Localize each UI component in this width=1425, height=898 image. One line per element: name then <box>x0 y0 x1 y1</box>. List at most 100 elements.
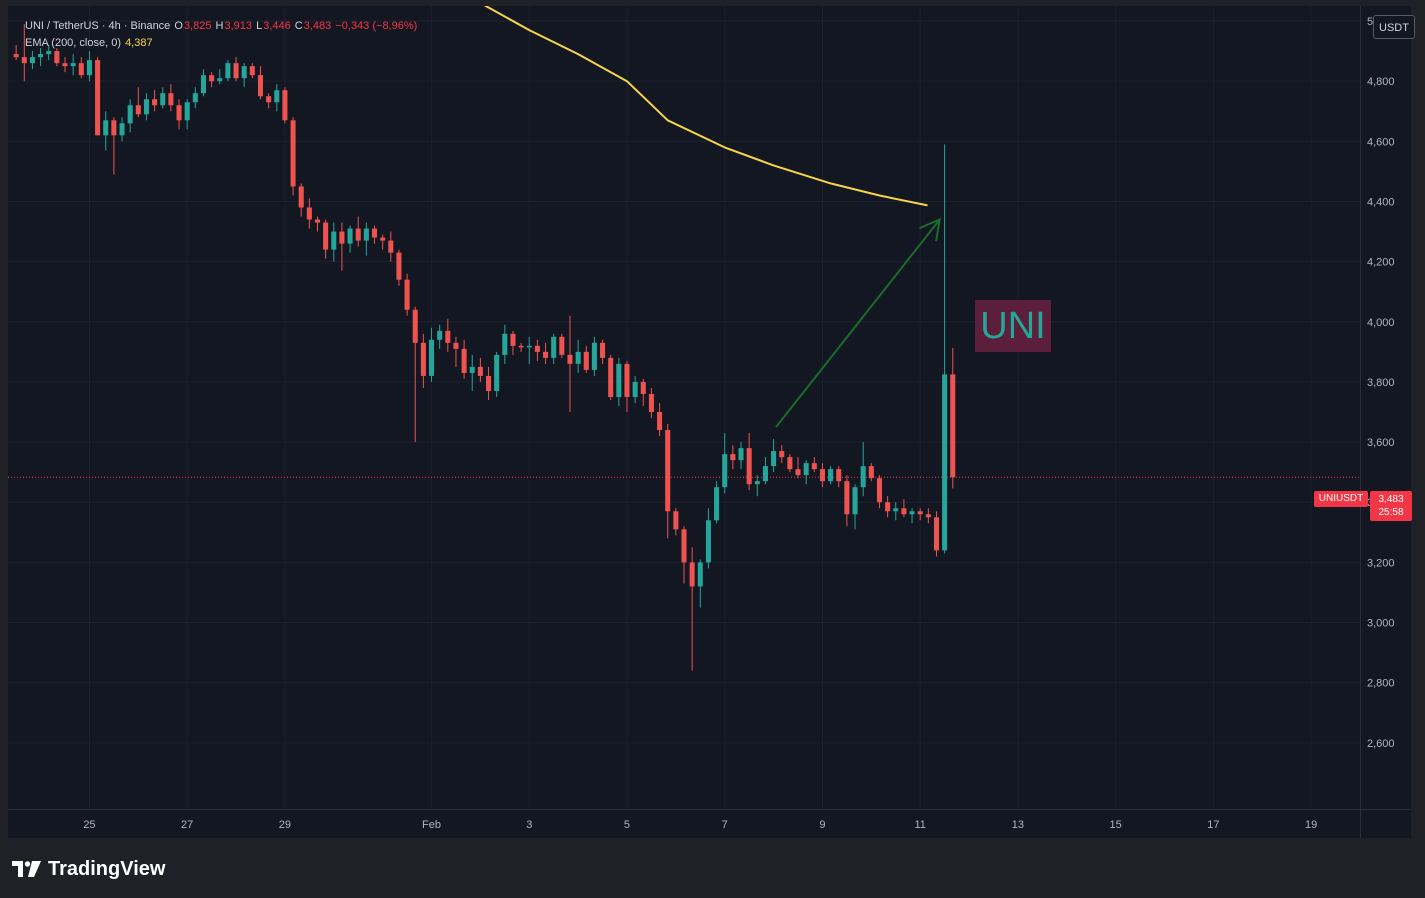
candle <box>600 339 606 364</box>
candle <box>103 111 109 151</box>
candle <box>371 225 378 244</box>
y-tick-label: 4,000 <box>1367 317 1395 329</box>
candle <box>404 273 410 316</box>
candle-body <box>567 354 573 364</box>
candle <box>950 347 956 489</box>
candle <box>811 457 817 473</box>
candle-body <box>209 75 215 82</box>
candle <box>697 559 703 608</box>
candle <box>314 216 321 232</box>
candle <box>160 87 166 109</box>
candle-body <box>217 78 223 82</box>
chart-legend: UNI / TetherUS · 4h · Binance O3,825 H3,… <box>25 18 418 52</box>
candle-body <box>551 336 557 358</box>
candle-body <box>526 345 532 348</box>
candle-body <box>62 63 68 67</box>
candle <box>885 496 891 518</box>
arrow-shaft <box>775 218 941 428</box>
candle-body <box>575 351 581 364</box>
candle-body <box>453 342 459 349</box>
candle-body <box>103 120 109 136</box>
close-value: 3,483 <box>303 20 332 32</box>
candle <box>852 484 858 530</box>
candle-body <box>152 99 158 106</box>
candle-body <box>184 102 190 121</box>
candle-body <box>836 469 842 482</box>
candle <box>648 387 654 419</box>
candle-body <box>95 60 101 136</box>
candle <box>876 475 882 509</box>
candle-body <box>192 93 198 103</box>
ema-line <box>483 6 928 207</box>
candle-body <box>445 330 451 343</box>
candle-body <box>771 451 777 467</box>
candle <box>388 231 394 262</box>
chart-pane[interactable]: 2,6002,8003,0003,2003,4003,6003,8004,000… <box>8 6 1415 838</box>
candle <box>819 463 825 488</box>
candle-body <box>697 562 703 587</box>
y-tick-label: 3,000 <box>1367 618 1395 630</box>
y-tick-label: 4,200 <box>1367 257 1395 269</box>
candle <box>616 357 622 406</box>
ema-polyline <box>483 6 928 207</box>
arrow-head <box>919 217 941 242</box>
candle-body <box>420 342 426 376</box>
candle <box>795 457 801 479</box>
bar-countdown: 25:58 <box>1378 507 1404 518</box>
candle <box>722 433 728 494</box>
candle <box>917 508 923 521</box>
candle-body <box>648 393 654 413</box>
uni-annotation[interactable]: UNI <box>975 300 1051 352</box>
candle <box>689 547 695 671</box>
candle <box>502 324 508 364</box>
candle-body <box>282 90 288 121</box>
candle-body <box>225 63 231 79</box>
candle-body <box>502 333 508 355</box>
y-tick-label: 3,600 <box>1367 437 1395 449</box>
candle-body <box>38 54 44 58</box>
candle <box>143 93 149 121</box>
candle-body <box>852 487 858 515</box>
candle <box>339 222 345 271</box>
candle-body <box>388 240 394 253</box>
candle <box>665 424 671 539</box>
candle-body <box>803 463 809 476</box>
candle-body <box>722 454 728 488</box>
candle-body <box>21 57 27 64</box>
x-tick-label: 7 <box>722 819 728 831</box>
x-tick-label: 11 <box>914 819 925 831</box>
trend-arrow <box>775 217 941 428</box>
candle <box>168 84 174 112</box>
candle <box>836 466 842 488</box>
gridlines <box>8 6 1360 809</box>
x-tick-label: 9 <box>819 819 825 831</box>
candle <box>62 57 68 73</box>
candle <box>494 351 500 397</box>
candle <box>575 339 581 373</box>
currency-unit-button[interactable]: USDT <box>1373 15 1415 39</box>
last-price-value: 3,483 <box>1378 494 1404 505</box>
ema-label[interactable]: EMA (200, close, 0) <box>25 37 121 49</box>
tradingview-logo[interactable]: TradingView <box>12 856 165 882</box>
candle <box>518 342 524 352</box>
candle <box>559 333 565 358</box>
candle-body <box>494 354 500 391</box>
candle <box>893 502 899 521</box>
candle-body <box>274 90 280 103</box>
candle-body <box>241 66 247 79</box>
candle <box>714 481 720 524</box>
candle-body <box>13 54 19 58</box>
price-chart[interactable]: 2,6002,8003,0003,2003,4003,6003,8004,000… <box>8 6 1411 838</box>
candle-body <box>347 228 353 244</box>
candle-body <box>371 228 378 238</box>
close-label: C <box>294 20 303 32</box>
candle-body <box>942 374 948 551</box>
candle-body <box>591 342 597 370</box>
symbol-label[interactable]: UNI / TetherUS · 4h · Binance <box>25 20 171 32</box>
candle <box>901 499 907 518</box>
candle <box>127 99 133 133</box>
candle-body <box>559 336 565 355</box>
last-price-tag: 3,483 25:58 <box>1370 491 1412 521</box>
candle <box>290 117 296 196</box>
candle-body <box>909 511 915 515</box>
